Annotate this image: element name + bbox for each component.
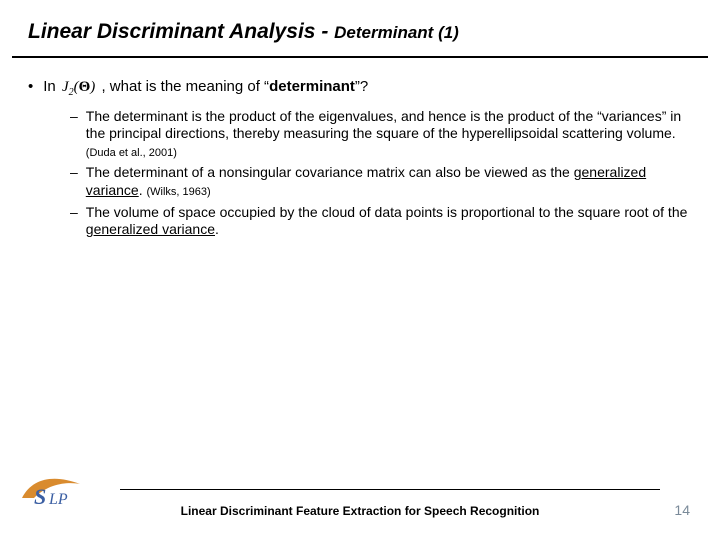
sub1-text: The determinant is the product of the ei… [86, 108, 681, 142]
bullet-tail2: ”? [355, 78, 368, 95]
bullet-lead: In [43, 78, 56, 95]
sub3-text-b: . [215, 221, 219, 237]
bullet-emph: determinant [269, 78, 355, 95]
main-bullet: • In J2(Θ) , what is the meaning of “det… [28, 78, 696, 100]
bullet-tail: , what is the meaning of “ [101, 78, 269, 95]
bullet-text: In J2(Θ) , what is the meaning of “deter… [43, 78, 368, 100]
formula-close: ) [90, 79, 95, 95]
sub1-ref: (Duda et al., 2001) [86, 147, 177, 159]
page-number: 14 [674, 502, 690, 518]
footer-text: Linear Discriminant Feature Extraction f… [0, 504, 720, 518]
sub-bullet-3: – The volume of space occupied by the cl… [70, 204, 696, 239]
dash-marker: – [70, 204, 78, 239]
body: • In J2(Θ) , what is the meaning of “det… [28, 78, 696, 243]
sub3-text-a: The volume of space occupied by the clou… [86, 204, 688, 220]
sub2-text-b: . [139, 182, 147, 198]
slide-title: Linear Discriminant Analysis - Determina… [28, 20, 692, 44]
formula-j2-theta: J2(Θ) [60, 78, 97, 100]
sub3-ul: generalized variance [86, 221, 215, 237]
dash-marker: – [70, 108, 78, 161]
sub-bullets: – The determinant is the product of the … [70, 108, 696, 239]
sub2-text-a: The determinant of a nonsingular covaria… [86, 164, 574, 180]
formula-theta: Θ [79, 79, 91, 95]
sub-bullet-2: – The determinant of a nonsingular covar… [70, 164, 696, 199]
bullet-marker: • [28, 78, 33, 97]
dash-marker: – [70, 164, 78, 199]
sub-text-2: The determinant of a nonsingular covaria… [86, 164, 696, 199]
title-sub: Determinant (1) [334, 23, 459, 42]
slide: Linear Discriminant Analysis - Determina… [0, 0, 720, 540]
title-divider [12, 56, 708, 58]
sub-text-3: The volume of space occupied by the clou… [86, 204, 696, 239]
sub-text-1: The determinant is the product of the ei… [86, 108, 696, 161]
sub2-ref: (Wilks, 1963) [147, 186, 211, 198]
footer-divider [120, 489, 660, 490]
sub-bullet-1: – The determinant is the product of the … [70, 108, 696, 161]
title-main: Linear Discriminant Analysis - [28, 20, 334, 43]
formula-j: J [62, 79, 69, 95]
